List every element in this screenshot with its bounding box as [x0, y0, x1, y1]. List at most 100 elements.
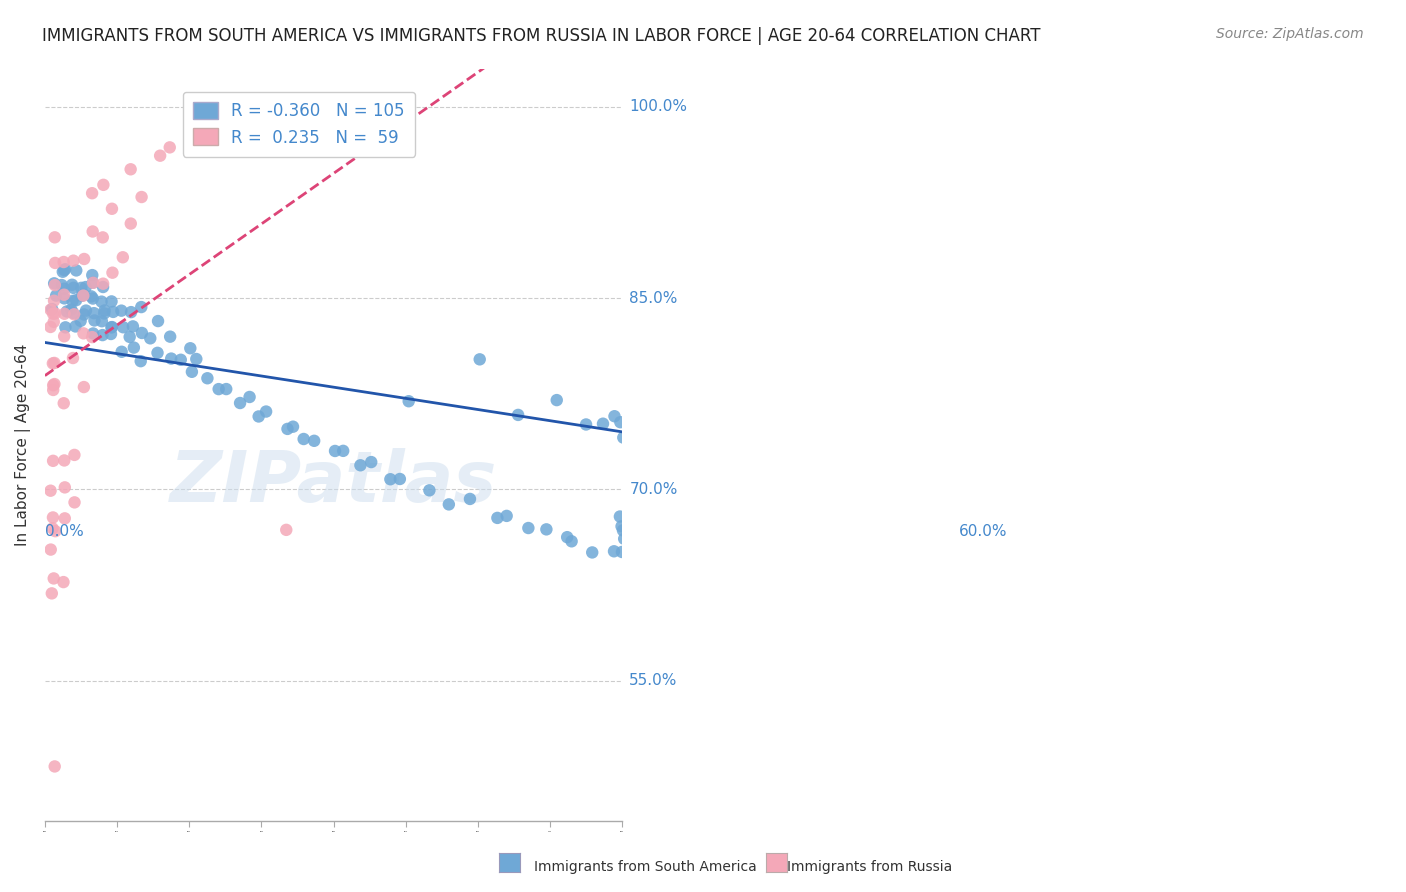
- Text: 55.0%: 55.0%: [630, 673, 678, 689]
- Point: [610, 545, 633, 559]
- Point: [62, 293, 84, 308]
- Point: [41, 302, 63, 317]
- Point: [93, 178, 115, 192]
- Point: [131, 326, 153, 340]
- Text: 0.0%: 0.0%: [45, 524, 83, 539]
- Point: [53, 262, 76, 277]
- Point: [458, 491, 481, 506]
- Point: [69, 314, 91, 328]
- Point: [437, 497, 460, 511]
- Point: [56, 304, 79, 318]
- Point: [90, 314, 112, 328]
- Point: [349, 458, 371, 473]
- Text: IMMIGRANTS FROM SOUTH AMERICA VS IMMIGRANTS FROM RUSSIA IN LABOR FORCE | AGE 20-: IMMIGRANTS FROM SOUTH AMERICA VS IMMIGRA…: [42, 27, 1040, 45]
- Point: [44, 277, 66, 291]
- Point: [53, 263, 76, 277]
- Point: [42, 378, 65, 392]
- Point: [44, 230, 66, 244]
- Point: [62, 306, 84, 320]
- Point: [508, 408, 530, 422]
- Point: [609, 509, 631, 524]
- Point: [159, 140, 181, 154]
- Point: [160, 351, 183, 366]
- Point: [101, 305, 124, 319]
- Point: [60, 277, 83, 292]
- Point: [170, 352, 193, 367]
- Point: [486, 511, 509, 525]
- Point: [63, 307, 86, 321]
- Point: [418, 483, 440, 498]
- Point: [52, 255, 75, 269]
- Point: [100, 320, 122, 334]
- Point: [546, 393, 568, 408]
- Point: [380, 472, 402, 486]
- Point: [111, 344, 134, 359]
- Point: [65, 293, 87, 308]
- Point: [80, 289, 103, 303]
- Point: [112, 320, 135, 334]
- Point: [55, 320, 77, 334]
- Point: [63, 495, 86, 509]
- Point: [609, 415, 631, 429]
- Point: [82, 276, 104, 290]
- Point: [91, 230, 114, 244]
- Point: [229, 396, 252, 410]
- Point: [495, 508, 517, 523]
- Point: [91, 280, 114, 294]
- Point: [62, 281, 84, 295]
- Text: Immigrants from Russia: Immigrants from Russia: [787, 860, 953, 874]
- Point: [146, 314, 169, 328]
- Point: [129, 354, 152, 368]
- Point: [44, 306, 66, 320]
- Point: [75, 303, 97, 318]
- Point: [42, 571, 65, 585]
- Point: [239, 390, 262, 404]
- Point: [70, 289, 93, 303]
- Point: [39, 302, 62, 317]
- Point: [118, 330, 141, 344]
- Point: [70, 281, 93, 295]
- Point: [60, 302, 83, 317]
- Point: [53, 511, 76, 525]
- Point: [603, 544, 626, 558]
- Point: [82, 225, 104, 239]
- Point: [73, 252, 96, 266]
- Point: [612, 524, 634, 538]
- Point: [39, 320, 62, 334]
- Point: [42, 454, 65, 468]
- Point: [100, 294, 122, 309]
- Point: [42, 356, 65, 370]
- Point: [179, 341, 201, 355]
- Point: [52, 265, 75, 279]
- Point: [53, 291, 76, 305]
- Point: [122, 341, 145, 355]
- Point: [82, 268, 104, 282]
- Point: [581, 545, 603, 559]
- Point: [42, 307, 65, 321]
- Text: 70.0%: 70.0%: [630, 482, 678, 497]
- Point: [555, 530, 578, 544]
- Point: [323, 444, 346, 458]
- Point: [42, 510, 65, 524]
- Point: [281, 419, 304, 434]
- Point: [100, 326, 122, 341]
- Point: [247, 409, 270, 424]
- Point: [44, 256, 66, 270]
- Point: [82, 186, 104, 201]
- Legend: R = -0.360   N = 105, R =  0.235   N =  59: R = -0.360 N = 105, R = 0.235 N = 59: [183, 92, 415, 157]
- Point: [159, 329, 181, 343]
- Point: [101, 266, 124, 280]
- Point: [276, 422, 298, 436]
- Point: [215, 382, 238, 396]
- Point: [302, 434, 325, 448]
- Text: Immigrants from South America: Immigrants from South America: [534, 860, 756, 874]
- Text: 85.0%: 85.0%: [630, 291, 678, 306]
- Text: 100.0%: 100.0%: [630, 99, 688, 114]
- Point: [65, 319, 87, 334]
- Y-axis label: In Labor Force | Age 20-64: In Labor Force | Age 20-64: [15, 343, 31, 546]
- Point: [62, 253, 84, 268]
- Point: [276, 523, 298, 537]
- Point: [83, 306, 105, 320]
- Point: [52, 396, 75, 410]
- Point: [101, 320, 124, 334]
